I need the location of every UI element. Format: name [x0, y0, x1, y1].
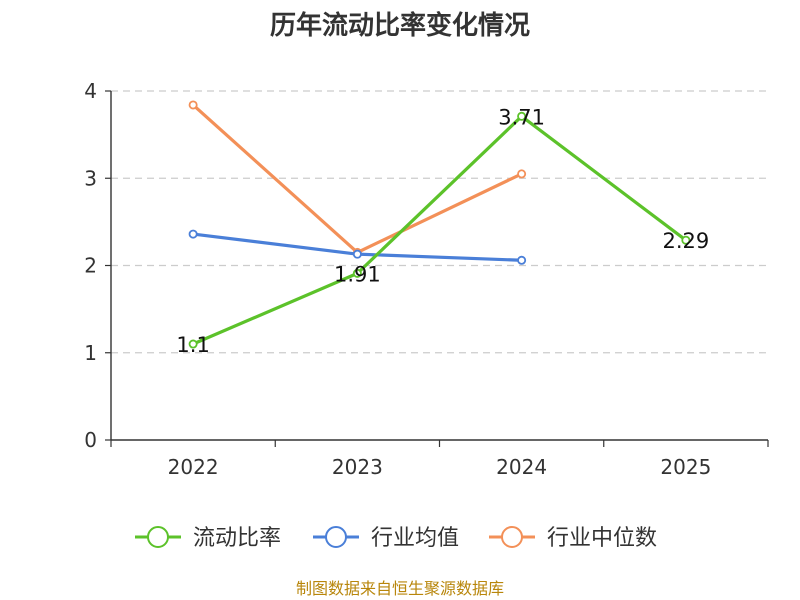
legend-marker-1: [325, 526, 347, 548]
legend: 流动比率 行业均值 行业中位数: [135, 526, 657, 551]
legend-label-2: 行业中位数: [547, 526, 657, 551]
series-2-point-2: [517, 169, 527, 179]
data-label-2: 3.71: [498, 105, 545, 129]
x-tick-label-2023: 2023: [332, 455, 383, 479]
series-0-point-2: [517, 111, 527, 121]
legend-label-1: 行业均值: [371, 526, 459, 551]
y-tick-label-2: 2: [84, 254, 97, 278]
series-1-point-2: [517, 255, 527, 265]
data-label-1: 1.91: [334, 262, 381, 286]
series-1-point-1: [352, 249, 362, 259]
x-tick-label-2025: 2025: [660, 455, 711, 479]
source-note: 制图数据来自恒生聚源数据库: [296, 579, 504, 598]
y-tick-label-4: 4: [84, 79, 97, 103]
x-tick-label-2022: 2022: [168, 455, 219, 479]
axes: 0 1 2 3 4 2022 2023 2024 2025: [84, 79, 769, 479]
legend-marker-2: [501, 526, 523, 548]
y-tick-label-3: 3: [84, 166, 97, 190]
legend-marker-0: [147, 526, 169, 548]
data-label-3: 2.29: [662, 229, 709, 253]
series-group: [188, 100, 691, 349]
data-labels: 1.1 1.91 3.71 2.29: [176, 105, 709, 357]
chart-title: 历年流动比率变化情况: [270, 10, 530, 41]
legend-label-0: 流动比率: [193, 526, 281, 551]
series-0-point-1: [352, 268, 362, 278]
data-label-0: 1.1: [176, 333, 209, 357]
series-line-0: [192, 114, 687, 346]
series-2-point-0: [188, 100, 198, 110]
series-1-point-0: [188, 229, 198, 239]
grid-lines: [111, 90, 768, 354]
y-tick-label-0: 0: [84, 428, 97, 452]
y-tick-label-1: 1: [84, 341, 97, 365]
series-0-point-3: [681, 235, 691, 245]
x-tick-label-2024: 2024: [496, 455, 547, 479]
series-0-point-0: [188, 339, 198, 349]
